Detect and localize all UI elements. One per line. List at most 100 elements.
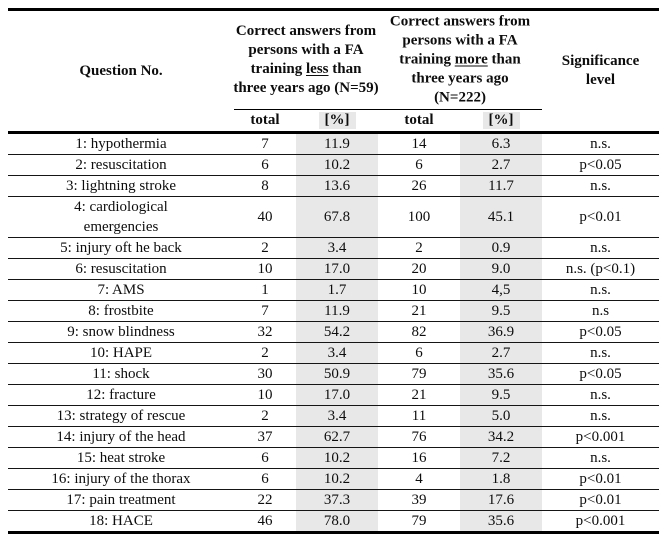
total-lt3-cell: 10 — [257, 261, 273, 277]
pct-lt3-cell: 10.2 — [296, 468, 378, 490]
total-gt3-cell: 76 — [411, 429, 427, 445]
pct-lt3-cell: 13.6 — [296, 175, 378, 197]
significance-cell: n.s. (p<0.1) — [565, 261, 636, 277]
table-row: 7: AMS 1 1.7 10 4,5 n.s. — [8, 279, 659, 301]
pct-lt3-cell: 11.9 — [296, 300, 378, 322]
total-gt3-cell: 10 — [411, 282, 427, 298]
question-cell: 10: HAPE — [89, 345, 153, 361]
results-table: Question No. Correct answers from person… — [8, 8, 659, 534]
question-cell: 6: resuscitation — [75, 261, 167, 277]
total-lt3-cell: 6 — [261, 157, 269, 173]
total-lt3-cell: 2 — [261, 345, 269, 361]
total-lt3-cell: 1 — [261, 282, 269, 298]
table-row: 3: lightning stroke 8 13.6 26 11.7 n.s. — [8, 175, 659, 197]
table-row: 5: injury oft he back 2 3.4 2 0.9 n.s. — [8, 237, 659, 259]
table-row: 11: shock 30 50.9 79 35.6 p<0.05 — [8, 363, 659, 385]
question-cell: 8: frostbite — [88, 303, 154, 319]
total-lt3-cell: 6 — [261, 450, 269, 466]
table-row: 10: HAPE 2 3.4 6 2.7 n.s. — [8, 342, 659, 364]
header-row-main: Question No. Correct answers from person… — [8, 9, 659, 134]
total-lt3-cell: 30 — [257, 366, 273, 382]
question-cell: 9: snow blindness — [67, 324, 175, 340]
significance-cell: p<0.001 — [575, 513, 626, 529]
question-cell: 17: pain treatment — [66, 492, 176, 508]
pct-gt3-cell: 4,5 — [460, 279, 542, 301]
question-cell: 15: heat stroke — [76, 450, 166, 466]
pct-gt3-cell: 45.1 — [460, 196, 542, 238]
pct-lt3-cell: 54.2 — [296, 321, 378, 343]
pct-lt3-cell: 62.7 — [296, 426, 378, 448]
table-row: 14: injury of the head 37 62.7 76 34.2 p… — [8, 426, 659, 448]
header-row-sub: total [%] total [%] — [8, 109, 659, 134]
significance-cell: p<0.01 — [579, 471, 622, 487]
pct-gt3-cell: 35.6 — [460, 510, 542, 533]
significance-cell: p<0.001 — [575, 429, 626, 445]
significance-cell: n.s — [591, 303, 610, 319]
total-gt3-cell: 14 — [411, 136, 427, 152]
total-gt3-cell: 16 — [411, 450, 427, 466]
total-gt3-cell: 82 — [411, 324, 427, 340]
pct-gt3-cell: 17.6 — [460, 489, 542, 511]
total-gt3-cell: 2 — [415, 240, 423, 256]
total-lt3-cell: 46 — [257, 513, 273, 529]
table-row: 1: hypothermia 7 11.9 14 6.3 n.s. — [8, 132, 659, 155]
significance-cell: n.s. — [590, 178, 611, 194]
group-header-training-more: Correct answers from persons with a FA t… — [378, 9, 542, 110]
total-gt3-cell: 100 — [407, 209, 431, 225]
pct-header-box-gt3: [%] — [482, 112, 520, 129]
underlined-word-less: less — [306, 61, 329, 77]
table-row: 15: heat stroke 6 10.2 16 7.2 n.s. — [8, 447, 659, 469]
pct-gt3-cell: 0.9 — [460, 237, 542, 259]
significance-cell: n.s. — [590, 240, 611, 256]
significance-cell: n.s. — [590, 450, 611, 466]
total-lt3-cell: 37 — [257, 429, 273, 445]
total-gt3-cell: 39 — [411, 492, 427, 508]
question-cell: 13: strategy of rescue — [56, 408, 186, 424]
pct-gt3-cell: 34.2 — [460, 426, 542, 448]
significance-cell: n.s. — [590, 282, 611, 298]
pct-lt3-cell: 17.0 — [296, 384, 378, 406]
table-header: Question No. Correct answers from person… — [8, 9, 659, 134]
question-cell: 16: injury of the thorax — [51, 471, 191, 487]
question-cell: 3: lightning stroke — [66, 178, 176, 194]
table-row: 16: injury of the thorax 6 10.2 4 1.8 p<… — [8, 468, 659, 490]
total-gt3-cell: 26 — [411, 178, 427, 194]
total-gt3-cell: 20 — [411, 261, 427, 277]
pct-header-box-lt3: [%] — [318, 112, 356, 129]
table-row: 17: pain treatment 22 37.3 39 17.6 p<0.0… — [8, 489, 659, 511]
table-row: 6: resuscitation 10 17.0 20 9.0 n.s. (p<… — [8, 258, 659, 280]
pct-lt3-cell: 1.7 — [296, 279, 378, 301]
pct-lt3-cell: 3.4 — [296, 342, 378, 364]
significance-cell: p<0.05 — [579, 157, 622, 173]
total-gt3-cell: 11 — [411, 408, 427, 424]
total-lt3-cell: 6 — [261, 471, 269, 487]
table-row: 9: snow blindness 32 54.2 82 36.9 p<0.05 — [8, 321, 659, 343]
total-col-header-lt3: total — [234, 109, 296, 134]
total-lt3-cell: 2 — [261, 240, 269, 256]
table-row: 18: HACE 46 78.0 79 35.6 p<0.001 — [8, 510, 659, 533]
pct-gt3-cell: 36.9 — [460, 321, 542, 343]
pct-lt3-cell: 11.9 — [296, 132, 378, 155]
significance-cell: n.s. — [590, 345, 611, 361]
pct-lt3-cell: 37.3 — [296, 489, 378, 511]
pct-gt3-cell: 9.5 — [460, 384, 542, 406]
total-lt3-cell: 7 — [261, 303, 269, 319]
table-row: 13: strategy of rescue 2 3.4 11 5.0 n.s. — [8, 405, 659, 427]
significance-cell: n.s. — [590, 408, 611, 424]
pct-lt3-cell: 10.2 — [296, 154, 378, 176]
pct-gt3-cell: 9.0 — [460, 258, 542, 280]
pct-lt3-cell: 3.4 — [296, 405, 378, 427]
question-cell: 11: shock — [92, 366, 150, 382]
group-header-less-text: Correct answers from persons with a FA t… — [233, 23, 379, 96]
total-gt3-cell: 6 — [415, 345, 423, 361]
pct-lt3-cell: 3.4 — [296, 237, 378, 259]
pct-gt3-cell: 5.0 — [460, 405, 542, 427]
pct-gt3-cell: 6.3 — [460, 132, 542, 155]
question-cell: 14: injury of the head — [56, 429, 186, 445]
total-lt3-cell: 7 — [261, 136, 269, 152]
total-lt3-cell: 40 — [257, 209, 273, 225]
total-col-header-gt3: total — [378, 109, 460, 134]
total-gt3-cell: 79 — [411, 513, 427, 529]
total-gt3-cell: 6 — [415, 157, 423, 173]
table-row: 8: frostbite 7 11.9 21 9.5 n.s — [8, 300, 659, 322]
